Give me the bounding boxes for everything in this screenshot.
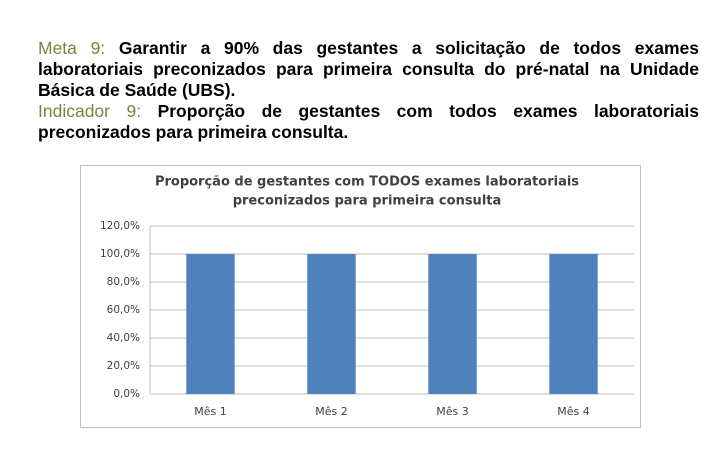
x-tick-label: Mês 4	[557, 405, 589, 418]
indicator: Indicador 9: Proporção de gestantes com …	[38, 101, 699, 143]
bar	[186, 254, 235, 394]
bar	[549, 254, 598, 394]
y-tick-label: 20,0%	[107, 360, 140, 372]
x-tick-label: Mês 2	[315, 405, 347, 418]
goal: Meta 9: Garantir a 90% das gestantes a s…	[38, 38, 699, 101]
y-tick-label: 80,0%	[107, 276, 140, 288]
y-tick-label: 100,0%	[100, 248, 140, 260]
bar	[428, 254, 477, 394]
text-block: Meta 9: Garantir a 90% das gestantes a s…	[38, 38, 699, 143]
goal-text: Garantir a 90% das gestantes a solicitaç…	[38, 38, 699, 100]
x-tick-label: Mês 3	[436, 405, 468, 418]
chart-frame	[80, 165, 641, 428]
goal-label: Meta 9:	[38, 38, 106, 58]
indicator-text: Proporção de gestantes com todos exames …	[38, 101, 699, 142]
y-tick-label: 60,0%	[107, 304, 140, 316]
y-tick-label: 120,0%	[100, 220, 140, 232]
y-tick-label: 40,0%	[107, 332, 140, 344]
indicator-label: Indicador 9:	[38, 101, 142, 121]
chart-title: Proporção de gestantes com TODOS exames …	[155, 175, 579, 190]
bar	[307, 254, 356, 394]
chart-title: preconizados para primeira consulta	[233, 194, 502, 209]
x-tick-label: Mês 1	[194, 405, 226, 418]
y-tick-label: 0,0%	[113, 388, 140, 400]
